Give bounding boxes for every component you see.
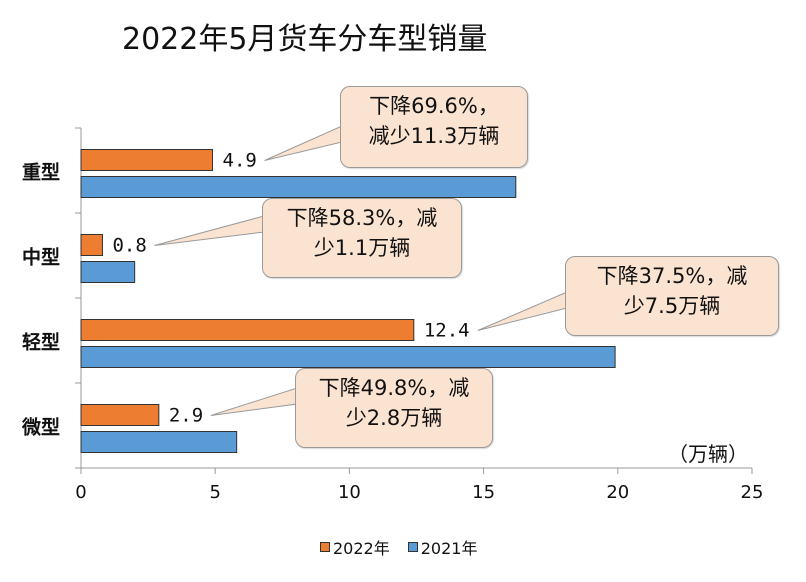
data-label-2022: 0.8 (112, 235, 146, 257)
bar-2022 (80, 149, 214, 171)
callout-heavy-line2: 减少11.3万辆 (368, 124, 500, 148)
legend-label-2022: 2022年 (333, 539, 390, 558)
callout-heavy-line1: 下降69.6%， (369, 94, 499, 118)
data-label-2022: 2.9 (169, 405, 203, 427)
bar-2022 (80, 234, 103, 256)
unit-label: （万辆） (668, 442, 748, 466)
callout-pointer (477, 291, 568, 331)
x-tick-label: 5 (209, 482, 220, 503)
legend-swatch-2021 (407, 542, 418, 552)
chart-title: 2022年5月货车分车型销量 (122, 22, 488, 57)
callout-light-line2: 少7.5万辆 (623, 294, 721, 318)
category-label: 微型 (21, 416, 60, 439)
callout-mini-line1: 下降49.8%，减 (318, 376, 470, 400)
x-tick-label: 25 (741, 482, 764, 503)
category-label: 重型 (22, 161, 60, 184)
bar-2022 (80, 319, 415, 341)
bar-2021 (80, 261, 136, 283)
callout-light-line1: 下降37.5%，减 (596, 264, 748, 288)
legend: 2022年 2021年 (320, 535, 495, 559)
callout-medium: 下降58.3%，减 少1.1万辆 (262, 198, 462, 278)
callout-pointer (210, 387, 298, 416)
x-tick-label: 15 (472, 482, 495, 503)
data-label-2022: 4.9 (223, 150, 257, 172)
x-tick-label: 20 (606, 482, 629, 503)
category-label: 中型 (22, 246, 60, 269)
legend-label-2021: 2021年 (420, 539, 478, 558)
legend-item-2021: 2021年 (407, 535, 478, 559)
x-tick-label: 10 (338, 482, 361, 503)
callout-pointer (264, 125, 343, 161)
callout-heavy: 下降69.6%， 减少11.3万辆 (340, 86, 528, 168)
category-label: 轻型 (22, 331, 60, 354)
callout-mini: 下降49.8%，减 少2.8万辆 (295, 368, 493, 448)
data-label-2022: 12.4 (424, 320, 470, 342)
legend-swatch-2022 (320, 542, 330, 552)
callout-light: 下降37.5%，减 少7.5万辆 (565, 256, 779, 336)
legend-item-2022: 2022年 (320, 535, 390, 559)
bar-2021 (80, 176, 517, 198)
callout-medium-line1: 下降58.3%，减 (286, 206, 438, 230)
bar-2021 (80, 431, 238, 453)
callout-pointer (154, 215, 265, 246)
callout-mini-line2: 少2.8万辆 (345, 406, 443, 430)
bar-2022 (80, 404, 160, 426)
bar-2021 (80, 346, 616, 368)
callout-medium-line2: 少1.1万辆 (313, 236, 411, 260)
x-tick-label: 0 (75, 482, 86, 503)
